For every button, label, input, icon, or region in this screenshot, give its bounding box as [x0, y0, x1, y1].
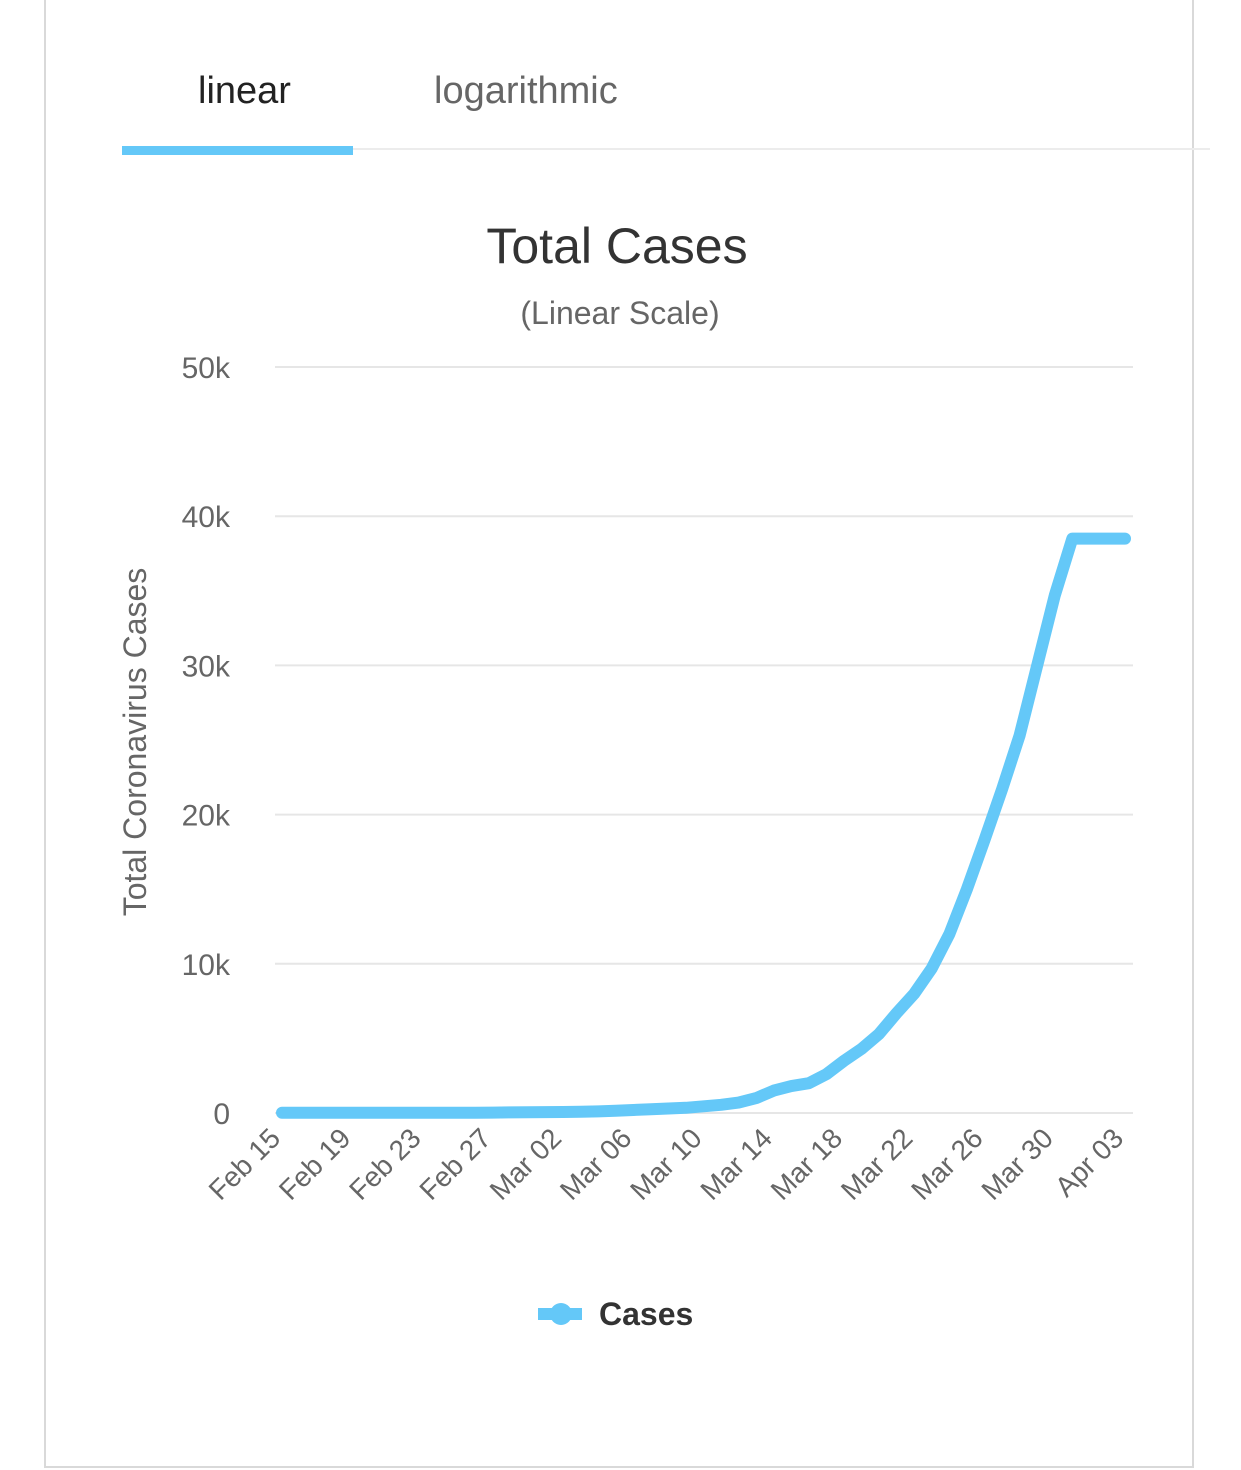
legend-marker-icon: [550, 1303, 572, 1325]
y-tick-label: 50k: [182, 352, 231, 385]
x-tick-label: Feb 27: [413, 1122, 497, 1206]
x-tick-label: Feb 23: [343, 1122, 427, 1206]
y-tick-label: 30k: [182, 650, 231, 683]
y-tick-label: 10k: [182, 949, 231, 982]
tab-logarithmic[interactable]: logarithmic: [434, 70, 618, 112]
x-tick-label: Feb 19: [273, 1122, 357, 1206]
gridlines: [275, 366, 1133, 1114]
x-tick-label: Feb 15: [203, 1122, 287, 1206]
x-tick-label: Apr 03: [1049, 1122, 1129, 1202]
y-axis-label: Total Coronavirus Cases: [117, 568, 153, 917]
y-axis-ticks: 0 10k 20k 30k 40k 50k: [182, 352, 231, 1131]
series-line-cases: [276, 532, 1131, 1119]
legend-label-cases: Cases: [599, 1296, 693, 1332]
chart-subtitle: (Linear Scale): [520, 295, 719, 331]
y-tick-label: 20k: [182, 800, 231, 833]
y-tick-label: 40k: [182, 501, 231, 534]
x-tick-label: Mar 22: [835, 1122, 919, 1206]
x-tick-label: Mar 30: [975, 1122, 1059, 1206]
series-layer: [276, 532, 1131, 1119]
legend[interactable]: Cases: [538, 1296, 693, 1332]
chart-card: linear logarithmic: [44, 0, 1210, 1468]
x-tick-label: Mar 10: [624, 1122, 708, 1206]
x-tick-label: Mar 02: [484, 1122, 568, 1206]
scale-tabs: linear logarithmic: [122, 60, 1210, 155]
x-tick-label: Mar 06: [554, 1122, 638, 1206]
x-tick-label: Mar 26: [905, 1122, 989, 1206]
x-tick-label: Mar 18: [765, 1122, 849, 1206]
x-tick-label: Mar 14: [694, 1122, 778, 1206]
y-tick-label: 0: [213, 1098, 230, 1131]
tab-linear[interactable]: linear: [198, 70, 291, 112]
active-tab-indicator: [122, 146, 353, 155]
chart-title: Total Cases: [486, 218, 747, 274]
